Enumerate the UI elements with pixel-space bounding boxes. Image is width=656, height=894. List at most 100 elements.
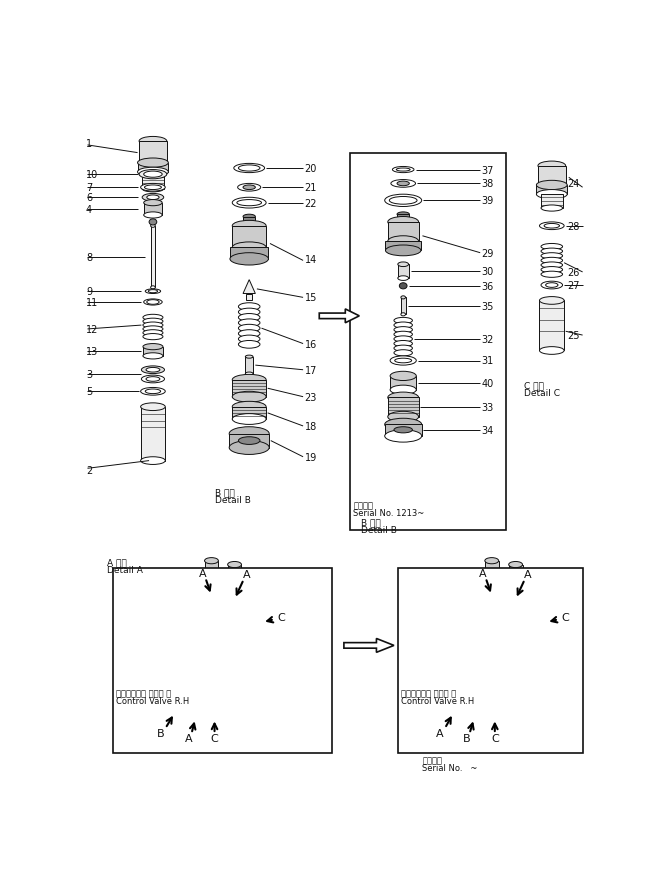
Ellipse shape bbox=[142, 375, 165, 384]
Ellipse shape bbox=[238, 308, 260, 316]
Ellipse shape bbox=[541, 258, 563, 265]
Ellipse shape bbox=[146, 377, 160, 382]
Text: 12: 12 bbox=[86, 325, 98, 334]
Polygon shape bbox=[344, 638, 394, 653]
Text: C: C bbox=[491, 733, 499, 743]
Text: 20: 20 bbox=[304, 164, 317, 173]
Bar bbox=[232, 380, 266, 397]
Text: コントロール バルブ 右: コントロール バルブ 右 bbox=[116, 689, 171, 698]
Ellipse shape bbox=[149, 220, 157, 225]
Text: B 詳細: B 詳細 bbox=[215, 487, 234, 496]
Ellipse shape bbox=[408, 640, 422, 659]
Text: 40: 40 bbox=[482, 378, 494, 388]
Bar bbox=[386, 242, 421, 251]
Ellipse shape bbox=[541, 249, 563, 255]
Bar bbox=[139, 142, 167, 164]
Bar bbox=[230, 248, 268, 259]
Text: 8: 8 bbox=[86, 252, 92, 262]
Ellipse shape bbox=[147, 300, 159, 305]
Bar bbox=[113, 569, 333, 754]
Ellipse shape bbox=[205, 558, 218, 564]
Ellipse shape bbox=[232, 414, 266, 425]
Ellipse shape bbox=[229, 441, 269, 455]
Bar bbox=[144, 204, 162, 215]
Ellipse shape bbox=[238, 330, 260, 338]
Ellipse shape bbox=[394, 350, 413, 357]
Ellipse shape bbox=[143, 344, 163, 350]
Ellipse shape bbox=[394, 327, 413, 333]
Ellipse shape bbox=[206, 611, 228, 619]
Bar bbox=[232, 408, 266, 419]
Ellipse shape bbox=[506, 736, 517, 740]
Text: 11: 11 bbox=[86, 298, 98, 308]
Ellipse shape bbox=[462, 611, 482, 619]
Ellipse shape bbox=[391, 181, 415, 188]
Text: 32: 32 bbox=[482, 334, 494, 344]
Polygon shape bbox=[121, 600, 275, 715]
Ellipse shape bbox=[394, 346, 413, 352]
Text: 29: 29 bbox=[482, 249, 494, 258]
Ellipse shape bbox=[394, 332, 413, 338]
Text: C: C bbox=[277, 612, 285, 622]
Text: 39: 39 bbox=[482, 196, 494, 207]
Text: 38: 38 bbox=[482, 179, 494, 190]
Ellipse shape bbox=[394, 336, 413, 342]
Text: Serial No. 1213~: Serial No. 1213~ bbox=[353, 509, 424, 518]
Ellipse shape bbox=[390, 372, 417, 381]
Bar bbox=[397, 215, 409, 223]
Ellipse shape bbox=[541, 267, 563, 274]
Bar bbox=[350, 154, 506, 530]
Ellipse shape bbox=[245, 736, 255, 740]
Polygon shape bbox=[405, 600, 556, 715]
Text: 14: 14 bbox=[304, 255, 317, 265]
Ellipse shape bbox=[144, 200, 162, 207]
Bar bbox=[398, 569, 583, 754]
Bar bbox=[388, 223, 419, 242]
Bar bbox=[401, 298, 405, 315]
Ellipse shape bbox=[245, 356, 253, 358]
Ellipse shape bbox=[140, 184, 165, 192]
Text: B: B bbox=[462, 733, 470, 743]
Ellipse shape bbox=[537, 190, 567, 199]
Text: 18: 18 bbox=[304, 421, 317, 432]
Ellipse shape bbox=[232, 242, 266, 253]
Ellipse shape bbox=[123, 660, 136, 678]
Polygon shape bbox=[319, 309, 359, 324]
Ellipse shape bbox=[386, 246, 421, 257]
Ellipse shape bbox=[513, 611, 533, 619]
Bar bbox=[486, 573, 497, 600]
Bar bbox=[138, 164, 169, 173]
Ellipse shape bbox=[232, 402, 266, 413]
Bar bbox=[243, 217, 255, 226]
Ellipse shape bbox=[148, 291, 157, 293]
Text: C: C bbox=[211, 733, 218, 743]
Ellipse shape bbox=[541, 206, 563, 212]
Text: A: A bbox=[198, 569, 206, 578]
Text: 23: 23 bbox=[304, 392, 317, 402]
Ellipse shape bbox=[436, 611, 455, 619]
Text: 21: 21 bbox=[304, 183, 317, 193]
Ellipse shape bbox=[146, 368, 160, 373]
Text: A: A bbox=[185, 733, 193, 743]
Ellipse shape bbox=[238, 165, 260, 172]
Text: Detail B: Detail B bbox=[215, 495, 251, 504]
Ellipse shape bbox=[228, 561, 241, 568]
Ellipse shape bbox=[541, 272, 563, 278]
Bar bbox=[246, 294, 253, 300]
Ellipse shape bbox=[123, 640, 136, 659]
Ellipse shape bbox=[238, 319, 260, 327]
Text: 19: 19 bbox=[304, 452, 317, 462]
Text: B 詳細: B 詳細 bbox=[361, 519, 380, 527]
Ellipse shape bbox=[487, 736, 498, 740]
Ellipse shape bbox=[384, 430, 422, 443]
Bar bbox=[541, 195, 563, 209]
Ellipse shape bbox=[145, 290, 161, 294]
Text: 7: 7 bbox=[86, 183, 92, 193]
Text: A: A bbox=[436, 729, 443, 738]
Text: 4: 4 bbox=[86, 205, 92, 215]
Ellipse shape bbox=[238, 303, 260, 311]
Ellipse shape bbox=[142, 367, 165, 375]
Ellipse shape bbox=[397, 181, 409, 187]
Ellipse shape bbox=[143, 323, 163, 329]
Bar bbox=[508, 565, 523, 577]
